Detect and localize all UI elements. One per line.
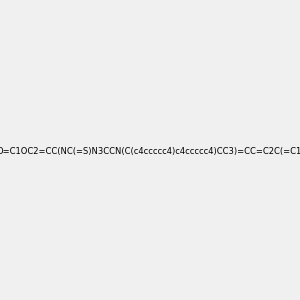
- Text: O=C1OC2=CC(NC(=S)N3CCN(C(c4ccccc4)c4ccccc4)CC3)=CC=C2C(=C1)C: O=C1OC2=CC(NC(=S)N3CCN(C(c4ccccc4)c4cccc…: [0, 147, 300, 156]
